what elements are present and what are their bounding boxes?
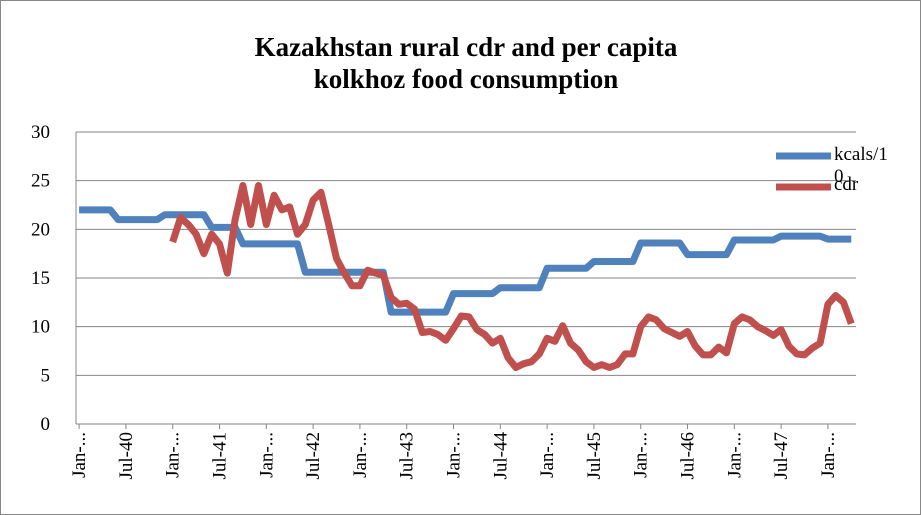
x-tick-label: Jul-46 [678, 432, 699, 480]
x-tick-label: Jul-45 [584, 432, 605, 480]
x-tick-label: Jul-44 [490, 432, 511, 480]
line-series [79, 206, 852, 316]
legend-label: kcals/10 [834, 144, 888, 187]
y-tick-label: 30 [31, 122, 50, 143]
x-tick-label: Jul-42 [303, 432, 324, 480]
x-tick-label: Jan-... [724, 432, 745, 478]
x-tick-label: Jul-43 [397, 432, 418, 480]
x-tick-label: Jan-... [631, 432, 652, 478]
x-tick-label: Jan-... [256, 432, 277, 478]
x-tick-label: Jan-... [350, 432, 371, 478]
x-tick-label: Jan-... [537, 432, 558, 478]
y-tick-label: 15 [31, 268, 50, 289]
x-tick-label: Jan-... [69, 432, 90, 478]
x-tick-label: Jul-40 [116, 432, 137, 480]
legend-label: cdr [834, 174, 859, 195]
y-tick-label: 10 [31, 317, 50, 338]
y-tick-label: 0 [41, 414, 51, 435]
chart-title: Kazakhstan rural cdr and per capita kolk… [254, 32, 678, 94]
x-tick-label: Jan-... [818, 432, 839, 478]
y-tick-label: 5 [41, 365, 51, 386]
line-series [169, 182, 855, 371]
y-tick-label: 20 [31, 219, 50, 240]
x-tick-label: Jul-41 [210, 432, 231, 480]
x-tick-label: Jan-... [163, 432, 184, 478]
x-tick-label: Jul-47 [771, 432, 792, 480]
x-tick-label: Jan-... [444, 432, 465, 478]
y-tick-label: 25 [31, 171, 50, 192]
